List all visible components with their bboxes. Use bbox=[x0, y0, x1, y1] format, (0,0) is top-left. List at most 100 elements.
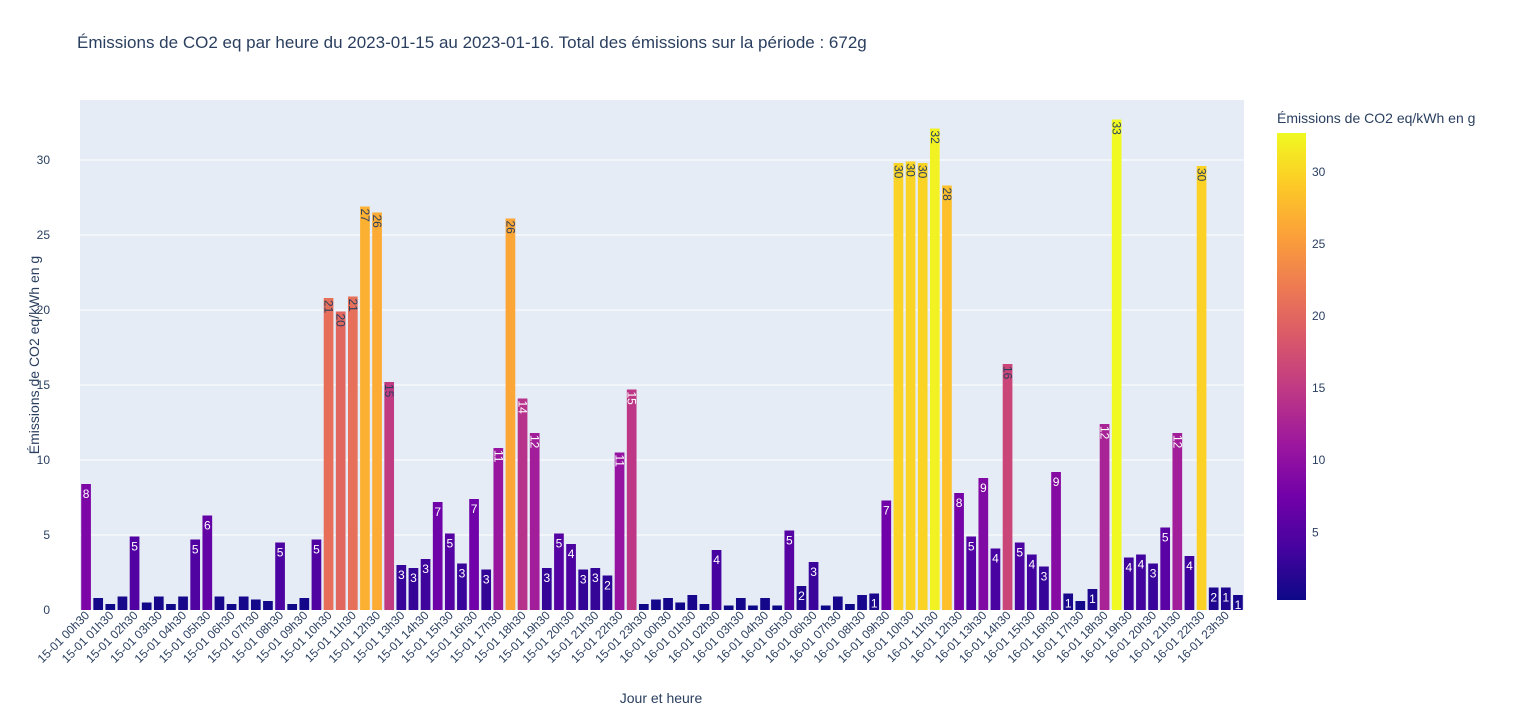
y-tick-label: 20 bbox=[37, 303, 51, 317]
bar-data-label: 4 bbox=[992, 552, 999, 566]
colorbar-tick-label: 25 bbox=[1312, 237, 1326, 251]
bar bbox=[1063, 593, 1074, 610]
bar bbox=[626, 389, 637, 610]
bar bbox=[517, 398, 528, 610]
bar bbox=[832, 596, 843, 610]
bar bbox=[153, 596, 164, 610]
bar-data-label: 12 bbox=[1170, 435, 1184, 449]
bar-data-label: 5 bbox=[968, 540, 975, 554]
bar bbox=[554, 533, 564, 610]
y-tick-label: 0 bbox=[43, 603, 50, 617]
bar bbox=[166, 604, 176, 610]
bar bbox=[917, 163, 928, 610]
bar-data-label: 21 bbox=[346, 299, 360, 313]
bar-data-label: 28 bbox=[940, 188, 954, 202]
bar bbox=[396, 565, 407, 610]
bar-data-label: 32 bbox=[928, 131, 942, 145]
bar-data-label: 3 bbox=[459, 567, 466, 581]
colorbar-ticks: 5 10 15 20 25 30 bbox=[1312, 165, 1326, 539]
bar-data-label: 5 bbox=[1162, 531, 1169, 545]
bar bbox=[638, 604, 649, 610]
bar bbox=[1002, 364, 1013, 610]
bar bbox=[590, 568, 601, 610]
bar bbox=[808, 562, 819, 610]
bar-data-label: 1 bbox=[1235, 598, 1242, 612]
bar bbox=[1233, 595, 1243, 610]
bar-data-label: 30 bbox=[916, 165, 930, 179]
bar bbox=[1014, 542, 1025, 610]
bar-data-label: 3 bbox=[580, 573, 587, 587]
bar-data-label: 8 bbox=[83, 487, 90, 501]
bar bbox=[263, 601, 273, 610]
bar bbox=[541, 568, 552, 610]
bar bbox=[845, 604, 855, 610]
bar-data-label: 7 bbox=[471, 502, 478, 516]
bar bbox=[238, 596, 249, 610]
bar bbox=[323, 298, 334, 610]
bar bbox=[1148, 563, 1158, 610]
bar bbox=[1039, 566, 1049, 610]
bar bbox=[978, 478, 989, 610]
bar-data-label: 5 bbox=[1016, 546, 1023, 560]
bar-data-label: 15 bbox=[625, 392, 639, 406]
bar-data-label: 3 bbox=[592, 571, 599, 585]
bar bbox=[990, 548, 1001, 610]
bar bbox=[651, 599, 661, 610]
bar bbox=[81, 484, 91, 610]
colorbar-tick-label: 20 bbox=[1312, 309, 1326, 323]
bar-data-label: 30 bbox=[891, 165, 905, 179]
bar-data-label: 30 bbox=[1195, 168, 1209, 182]
bar-data-label: 14 bbox=[516, 401, 530, 415]
bar-data-label: 4 bbox=[713, 553, 720, 567]
bar bbox=[250, 599, 261, 610]
bar bbox=[93, 598, 104, 610]
bar-data-label: 2 bbox=[798, 589, 805, 603]
bar-data-label: 9 bbox=[980, 481, 987, 495]
bar-data-label: 3 bbox=[483, 573, 490, 587]
bar-data-label: 3 bbox=[1150, 567, 1157, 581]
bar bbox=[942, 185, 952, 610]
bar-data-label: 1 bbox=[871, 597, 878, 611]
bar-data-label: 4 bbox=[1138, 558, 1145, 572]
bar bbox=[663, 598, 673, 610]
bar bbox=[1172, 433, 1183, 610]
bar bbox=[578, 569, 589, 610]
bar bbox=[347, 296, 358, 610]
bar bbox=[1220, 587, 1231, 610]
bar bbox=[444, 533, 455, 610]
bar bbox=[493, 448, 504, 610]
bar-data-label: 11 bbox=[613, 455, 627, 468]
bar-data-label: 20 bbox=[334, 314, 348, 328]
bar bbox=[129, 536, 140, 610]
bar bbox=[1111, 119, 1122, 610]
bar bbox=[966, 536, 977, 610]
colorbar-tick-label: 5 bbox=[1312, 525, 1319, 539]
colorbar-tick-label: 30 bbox=[1312, 165, 1326, 179]
y-tick-label: 5 bbox=[43, 528, 50, 542]
bar bbox=[881, 500, 892, 610]
bar-data-label: 12 bbox=[1098, 426, 1112, 440]
bar bbox=[335, 311, 346, 610]
bar bbox=[226, 604, 237, 610]
colorbar-tick-label: 15 bbox=[1312, 381, 1326, 395]
bar-data-label: 16 bbox=[1001, 366, 1015, 380]
bar-data-label: 11 bbox=[491, 450, 505, 463]
bar-data-label: 5 bbox=[786, 534, 793, 548]
bar bbox=[432, 502, 443, 610]
bar bbox=[117, 596, 128, 610]
bar bbox=[929, 128, 940, 610]
bar-data-label: 6 bbox=[204, 519, 211, 533]
bar bbox=[1208, 587, 1219, 610]
bar bbox=[711, 550, 722, 610]
bar bbox=[481, 569, 492, 610]
bar bbox=[360, 206, 370, 610]
grid-lines bbox=[80, 159, 1244, 611]
bar-data-label: 1 bbox=[1065, 597, 1072, 611]
bar bbox=[384, 382, 395, 610]
chart-title: Émissions de CO2 eq par heure du 2023-01… bbox=[77, 33, 867, 52]
bar bbox=[748, 605, 758, 610]
bar-data-label: 27 bbox=[358, 209, 372, 223]
bar bbox=[372, 212, 382, 610]
